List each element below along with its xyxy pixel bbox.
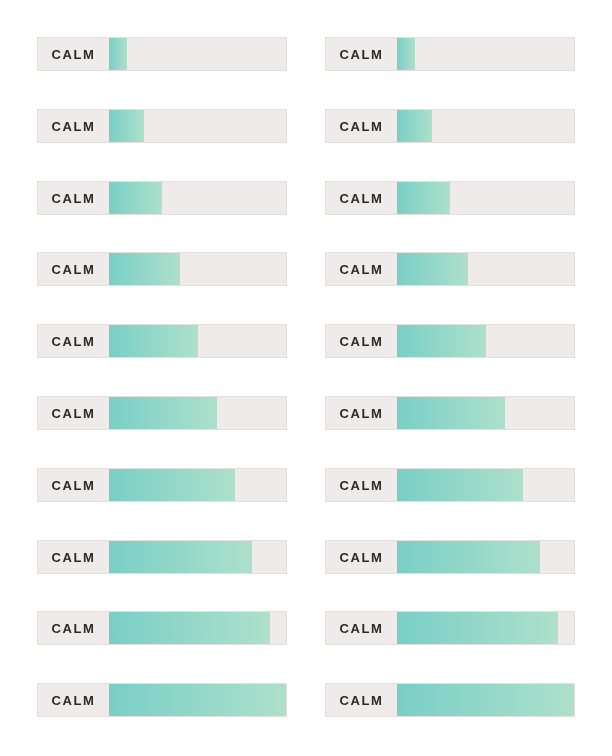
meter-label: CALM bbox=[339, 405, 384, 421]
meter-fill bbox=[109, 469, 235, 501]
meter-label: CALM bbox=[51, 261, 96, 277]
meter-label: CALM bbox=[339, 333, 384, 349]
calm-meter: CALM bbox=[37, 252, 287, 286]
meter-label: CALM bbox=[51, 477, 96, 493]
calm-meter: CALM bbox=[37, 181, 287, 215]
meter-fill bbox=[397, 182, 451, 214]
meter-track bbox=[109, 469, 286, 501]
meter-track bbox=[397, 110, 574, 142]
meter-fill bbox=[109, 684, 286, 716]
calm-meter: CALM bbox=[325, 252, 575, 286]
meter-track bbox=[397, 38, 574, 70]
calm-meter: CALM bbox=[325, 324, 575, 358]
meter-track bbox=[109, 684, 286, 716]
meter-fill bbox=[109, 110, 145, 142]
meter-label: CALM bbox=[51, 190, 96, 206]
calm-meter: CALM bbox=[37, 468, 287, 502]
meter-fill bbox=[109, 182, 163, 214]
meter-label: CALM bbox=[51, 692, 96, 708]
meter-fill bbox=[397, 612, 559, 644]
calm-meter: CALM bbox=[325, 37, 575, 71]
meter-track bbox=[397, 612, 574, 644]
meter-label: CALM bbox=[339, 692, 384, 708]
meter-fill bbox=[397, 541, 541, 573]
meter-label: CALM bbox=[51, 333, 96, 349]
calm-meter: CALM bbox=[325, 396, 575, 430]
calm-meter: CALM bbox=[37, 324, 287, 358]
calm-meter: CALM bbox=[325, 109, 575, 143]
meter-fill bbox=[109, 38, 127, 70]
meter-fill bbox=[397, 684, 574, 716]
meter-track bbox=[109, 38, 286, 70]
calm-meter: CALM bbox=[325, 540, 575, 574]
meter-label: CALM bbox=[339, 549, 384, 565]
meter-fill bbox=[109, 325, 198, 357]
meter-fill bbox=[397, 110, 433, 142]
meter-track bbox=[109, 253, 286, 285]
meter-label: CALM bbox=[339, 190, 384, 206]
meter-fill bbox=[397, 325, 486, 357]
meter-label: CALM bbox=[51, 405, 96, 421]
meter-fill bbox=[109, 612, 271, 644]
meter-label: CALM bbox=[51, 118, 96, 134]
meter-fill bbox=[109, 541, 253, 573]
meter-fill bbox=[109, 253, 180, 285]
meter-label: CALM bbox=[51, 620, 96, 636]
meter-track bbox=[109, 325, 286, 357]
meter-track bbox=[397, 253, 574, 285]
meter-fill bbox=[397, 38, 415, 70]
meter-track bbox=[397, 469, 574, 501]
meter-fill bbox=[397, 469, 523, 501]
meter-label: CALM bbox=[339, 261, 384, 277]
calm-meter: CALM bbox=[325, 611, 575, 645]
meter-track bbox=[397, 397, 574, 429]
meter-label: CALM bbox=[339, 118, 384, 134]
meter-track bbox=[109, 110, 286, 142]
meter-fill bbox=[397, 253, 468, 285]
calm-meter: CALM bbox=[37, 683, 287, 717]
calm-meter: CALM bbox=[37, 396, 287, 430]
meter-label: CALM bbox=[51, 46, 96, 62]
meter-fill bbox=[109, 397, 217, 429]
calm-meter: CALM bbox=[37, 611, 287, 645]
calm-meter: CALM bbox=[37, 37, 287, 71]
meter-track bbox=[109, 397, 286, 429]
calm-meter: CALM bbox=[325, 181, 575, 215]
meter-fill bbox=[397, 397, 505, 429]
meter-track bbox=[397, 541, 574, 573]
meter-label: CALM bbox=[339, 46, 384, 62]
meter-label: CALM bbox=[51, 549, 96, 565]
meter-label: CALM bbox=[339, 620, 384, 636]
calm-meter: CALM bbox=[325, 683, 575, 717]
meter-track bbox=[109, 182, 286, 214]
meter-track bbox=[397, 325, 574, 357]
calm-meter: CALM bbox=[325, 468, 575, 502]
meter-label: CALM bbox=[339, 477, 384, 493]
meter-track bbox=[109, 541, 286, 573]
meter-track bbox=[109, 612, 286, 644]
calm-meter: CALM bbox=[37, 109, 287, 143]
meter-track bbox=[397, 182, 574, 214]
meter-track bbox=[397, 684, 574, 716]
calm-meter: CALM bbox=[37, 540, 287, 574]
